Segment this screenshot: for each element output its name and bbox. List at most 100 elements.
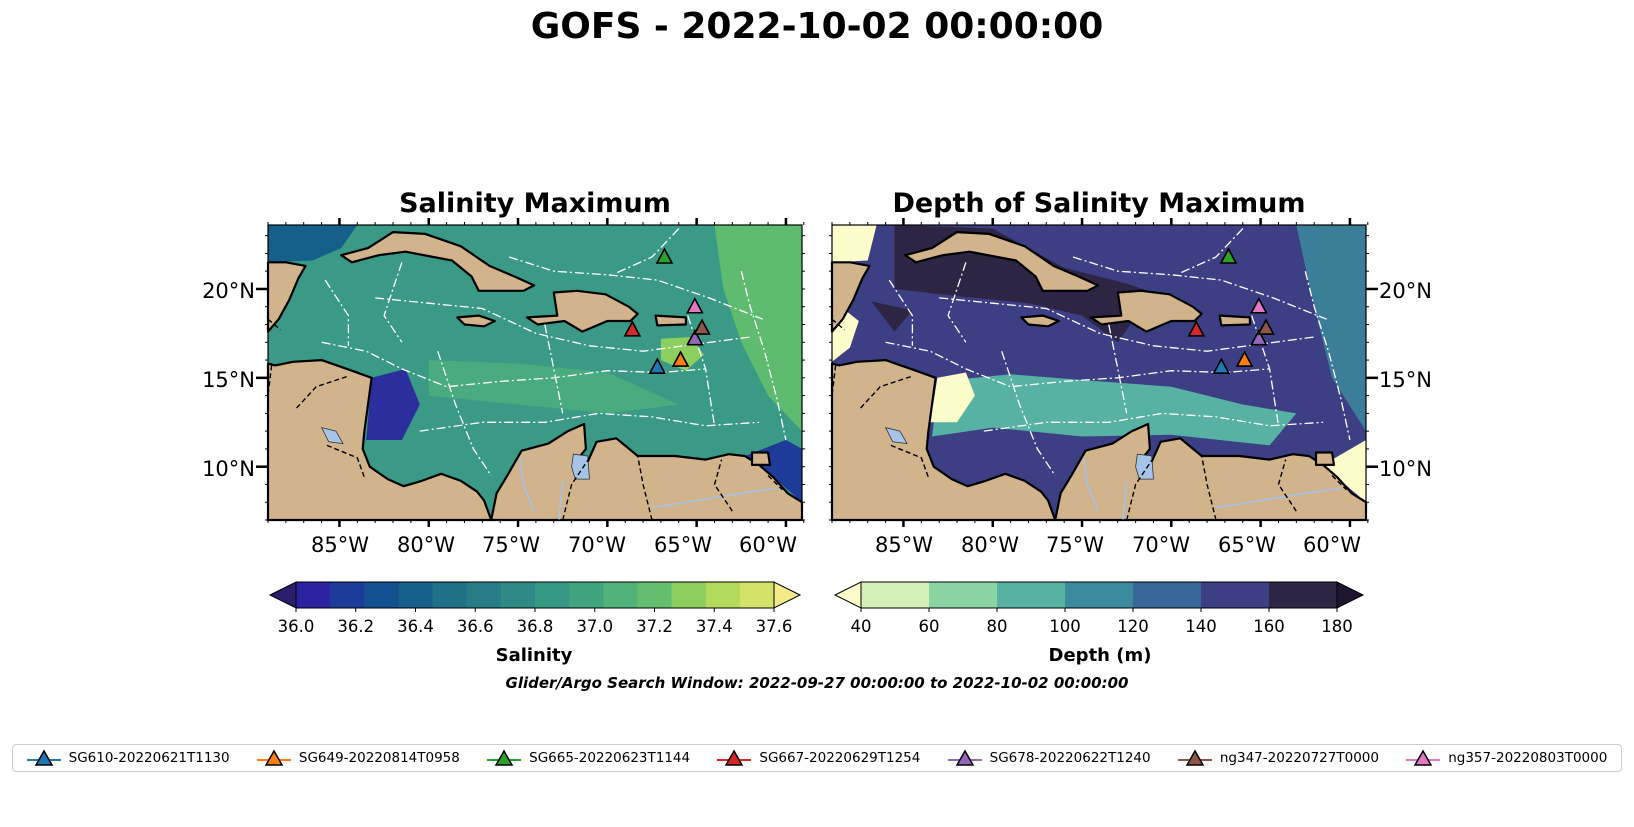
legend-label: SG667-20220629T1254	[759, 750, 921, 766]
trinidad-land	[1314, 451, 1335, 466]
lon-label-70w: 70°W	[1132, 533, 1190, 557]
low-salinity-coastal	[366, 368, 420, 440]
triangle-marker-icon	[487, 749, 522, 766]
colorbar-segment	[739, 582, 775, 608]
colorbar-segment	[705, 582, 741, 608]
shallow-max-central	[932, 374, 1297, 446]
country-border	[1331, 475, 1347, 491]
country-border	[713, 459, 733, 512]
legend-label: ng347-20220727T0000	[1219, 750, 1379, 766]
eez-boundary	[939, 297, 1315, 352]
lat-label-10n: 10°N	[1379, 457, 1432, 481]
country-border	[1277, 459, 1297, 512]
country-border	[296, 375, 349, 409]
country-border	[562, 457, 591, 521]
colorbar-tick-label: 36.8	[516, 617, 554, 636]
glider-marker	[623, 320, 642, 337]
glider-marker	[686, 329, 704, 346]
colorbar-segment	[1065, 582, 1134, 608]
eez-boundary	[983, 412, 1324, 432]
lake-nicaragua	[884, 427, 908, 445]
puerto-rico-land	[1218, 314, 1251, 327]
colorbar-tick-label: 37.2	[636, 617, 673, 636]
yucatan-land	[266, 261, 307, 333]
colorbar-frame	[860, 581, 1338, 609]
depth-map	[829, 218, 1378, 527]
colorbar-tick-label: 36.6	[456, 617, 494, 636]
legend-item: ng347-20220727T0000	[1177, 749, 1379, 767]
eez-boundary	[616, 228, 680, 274]
search-window-note: Glider/Argo Search Window: 2022-09-27 00…	[505, 674, 1129, 692]
country-border	[326, 444, 366, 478]
colorbar-segment	[330, 582, 365, 608]
colorbar-segment	[398, 582, 434, 608]
triangle-marker-icon	[1406, 749, 1441, 766]
colorbar-segment	[466, 582, 502, 608]
glider-marker	[671, 350, 690, 367]
lat-label-20n: 20°N	[202, 279, 255, 303]
lake-maracaibo	[571, 453, 590, 480]
colorbar-segment	[1133, 582, 1202, 608]
country-border	[860, 375, 913, 409]
eez-boundary	[888, 279, 914, 346]
central-america-land	[830, 359, 1057, 522]
shallow-atlantic	[1296, 225, 1366, 432]
river-line	[1215, 487, 1342, 509]
lat-label-15n: 15°N	[1379, 368, 1432, 392]
eez-boundary	[1001, 350, 1056, 476]
colorbar-tick-label: 80	[986, 617, 1008, 636]
legend-item: SG665-20220623T1144	[487, 749, 690, 767]
river-line	[1122, 480, 1128, 521]
colorbar-tick-label: 37.6	[755, 617, 793, 636]
colorbar-tick-label: 36.4	[397, 617, 434, 636]
panel-title-salinity: Salinity Maximum	[399, 188, 671, 219]
colorbar-segment	[296, 582, 331, 608]
mid-salinity-band	[428, 360, 679, 414]
colorbar-segment	[603, 582, 638, 608]
eez-boundary	[321, 341, 706, 388]
map-frame	[831, 224, 1367, 521]
legend-item: SG610-20220621T1130	[26, 749, 230, 767]
colorbar-segment	[500, 582, 536, 608]
figure-title: GOFS - 2022-10-02 00:00:00	[530, 6, 1104, 47]
map-frame	[267, 224, 803, 521]
eez-boundary	[1072, 256, 1327, 320]
lon-label-80w: 80°W	[397, 533, 455, 557]
colorbar-tick-label: 120	[1117, 617, 1149, 636]
triangle-marker-icon	[26, 749, 61, 766]
eez-boundary	[324, 279, 350, 346]
lat-label-10n: 10°N	[202, 457, 255, 481]
legend-item: SG678-20220622T1240	[947, 749, 1151, 767]
eez-boundary	[437, 350, 492, 476]
colorbar-tick-label: 60	[918, 617, 940, 636]
legend-label: SG665-20220623T1144	[529, 750, 691, 766]
glider-marker	[1257, 318, 1275, 335]
eez-boundary	[383, 262, 403, 343]
eez-boundary	[740, 271, 787, 441]
colorbar-tick-label: 40	[850, 617, 872, 636]
salinity-colorbar	[268, 581, 802, 612]
glider-marker	[1219, 247, 1238, 264]
glider-legend: SG610-20220621T1130 SG649-20220814T0958 …	[12, 744, 1622, 772]
colorbar-segment	[1201, 582, 1270, 608]
eez-boundary	[947, 262, 967, 343]
panel-title-depth: Depth of Salinity Maximum	[892, 188, 1306, 219]
colorbar-extend-left	[268, 581, 297, 609]
eez-boundary	[544, 324, 564, 414]
colorbar-segment	[671, 582, 707, 608]
glider-marker	[1235, 350, 1254, 367]
triangle-marker-icon	[717, 749, 752, 766]
central-america-land	[266, 359, 493, 522]
very-shallow-nicaragua	[930, 372, 975, 423]
colorbar-segment	[569, 582, 604, 608]
country-border	[637, 455, 653, 521]
glider-marker	[1212, 357, 1231, 374]
deep-max-cayman	[894, 225, 1154, 343]
colorbar-tick-label: 36.0	[277, 617, 315, 636]
trinidad-land	[750, 451, 771, 466]
salinity-colorbar-label: Salinity	[495, 645, 573, 666]
legend-label: ng357-20220803T0000	[1448, 750, 1608, 766]
colorbar-segment	[637, 582, 673, 608]
colorbar-segment	[1269, 582, 1338, 608]
lon-label-80w: 80°W	[961, 533, 1019, 557]
